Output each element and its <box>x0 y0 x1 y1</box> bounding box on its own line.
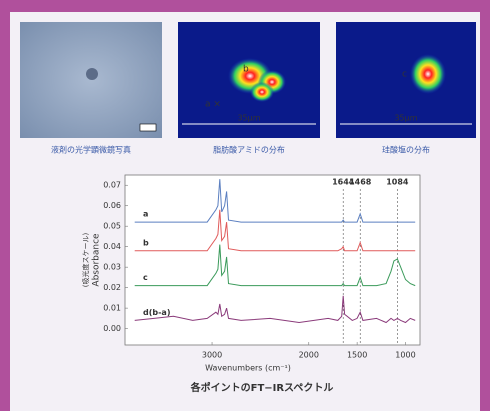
plot-area <box>125 175 420 345</box>
peak-label: 1468 <box>349 178 372 187</box>
hotspot <box>250 82 274 102</box>
peak-label: 1084 <box>386 178 409 187</box>
x-tick-label: 3000 <box>202 351 222 360</box>
right-border <box>480 0 490 411</box>
panel-amide: b a × 35μm 脂肪酸アミドの分布 <box>178 22 320 155</box>
y-tick-label: 0.07 <box>103 181 121 190</box>
scale-label: 35μm <box>237 114 260 123</box>
y-tick-label: 0.01 <box>103 304 121 313</box>
y-tick-label: 0.02 <box>103 283 121 292</box>
top-band <box>0 0 490 12</box>
scale-label: 35μm <box>394 114 417 123</box>
x-tick-label: 1000 <box>395 351 415 360</box>
y-tick-label: 0.04 <box>103 242 121 251</box>
chart-caption: 各ポイントのFT−IRスペクトル <box>190 381 334 394</box>
panel-microscope: 液剤の光学顕微鏡写真 <box>20 22 162 155</box>
point-label: a × <box>205 100 221 110</box>
y-axis-title: Absorbance <box>92 233 102 287</box>
caption: 珪酸塩の分布 <box>382 145 430 155</box>
y-tick-label: 0.05 <box>103 222 121 231</box>
panel-silicate: c 35μm 珪酸塩の分布 <box>336 22 476 155</box>
left-border <box>0 0 10 411</box>
x-tick-label: 1500 <box>347 351 367 360</box>
x-tick-label: 2000 <box>299 351 319 360</box>
y-tick-label: 0.00 <box>103 324 121 333</box>
y-axis-note: (吸光度スケール) <box>81 233 90 288</box>
particle <box>86 68 98 80</box>
scale-bar <box>140 124 156 131</box>
page: {"images": [ {"caption": "液剤の光学顕微鏡写真"}, … <box>0 0 490 411</box>
series-label: d(b-a) <box>143 308 170 317</box>
y-tick-label: 0.03 <box>103 263 121 272</box>
figure: 液剤の光学顕微鏡写真 b a × 35μm 脂肪酸アミドの分布 c 35μm 珪… <box>0 0 490 411</box>
point-label: b <box>243 65 249 75</box>
series-label: b <box>143 238 149 247</box>
micrograph <box>20 22 162 138</box>
point-label: c <box>402 70 407 80</box>
hotspot <box>410 54 446 94</box>
caption: 液剤の光学顕微鏡写真 <box>51 145 131 155</box>
x-axis-title: Wavenumbers (cm⁻¹) <box>205 364 291 373</box>
y-tick-label: 0.06 <box>103 201 121 210</box>
caption: 脂肪酸アミドの分布 <box>213 145 285 155</box>
series-label: c <box>143 273 148 282</box>
series-label: a <box>143 210 148 219</box>
